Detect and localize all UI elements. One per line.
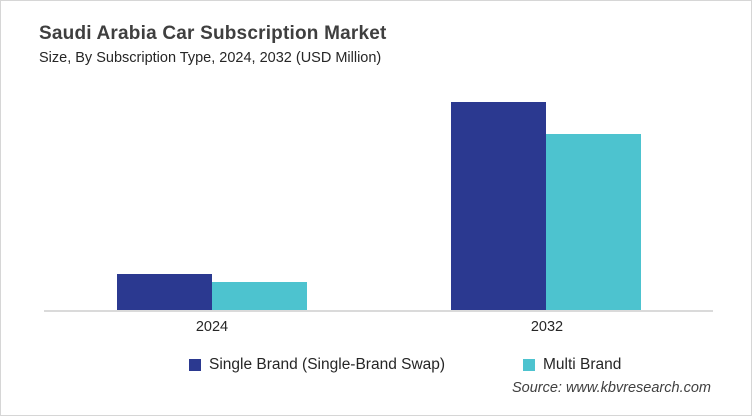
x-axis-label-2032: 2032 xyxy=(530,319,564,335)
bar-2032-series-1 xyxy=(546,134,641,310)
legend-item-single-brand: Single Brand (Single-Brand Swap) xyxy=(189,356,445,374)
bar-2024-series-0 xyxy=(117,274,212,310)
source-attribution: Source: www.kbvresearch.com xyxy=(511,380,711,396)
chart-subtitle: Size, By Subscription Type, 2024, 2032 (… xyxy=(39,50,382,66)
bar-group-2024 xyxy=(117,274,307,310)
bar-2032-series-0 xyxy=(451,102,546,310)
x-axis-label-2024: 2024 xyxy=(195,319,229,335)
legend-label-single-brand: Single Brand (Single-Brand Swap) xyxy=(209,356,446,373)
legend-swatch-multi-brand-icon xyxy=(523,359,535,371)
bar-2024-series-1 xyxy=(212,282,307,310)
chart-title: Saudi Arabia Car Subscription Market xyxy=(39,23,387,44)
legend-item-multi-brand: Multi Brand xyxy=(523,356,621,374)
plot-area xyxy=(44,89,713,312)
bar-group-2032 xyxy=(451,102,641,310)
legend-label-multi-brand: Multi Brand xyxy=(543,356,622,373)
legend-swatch-single-brand-icon xyxy=(189,359,201,371)
